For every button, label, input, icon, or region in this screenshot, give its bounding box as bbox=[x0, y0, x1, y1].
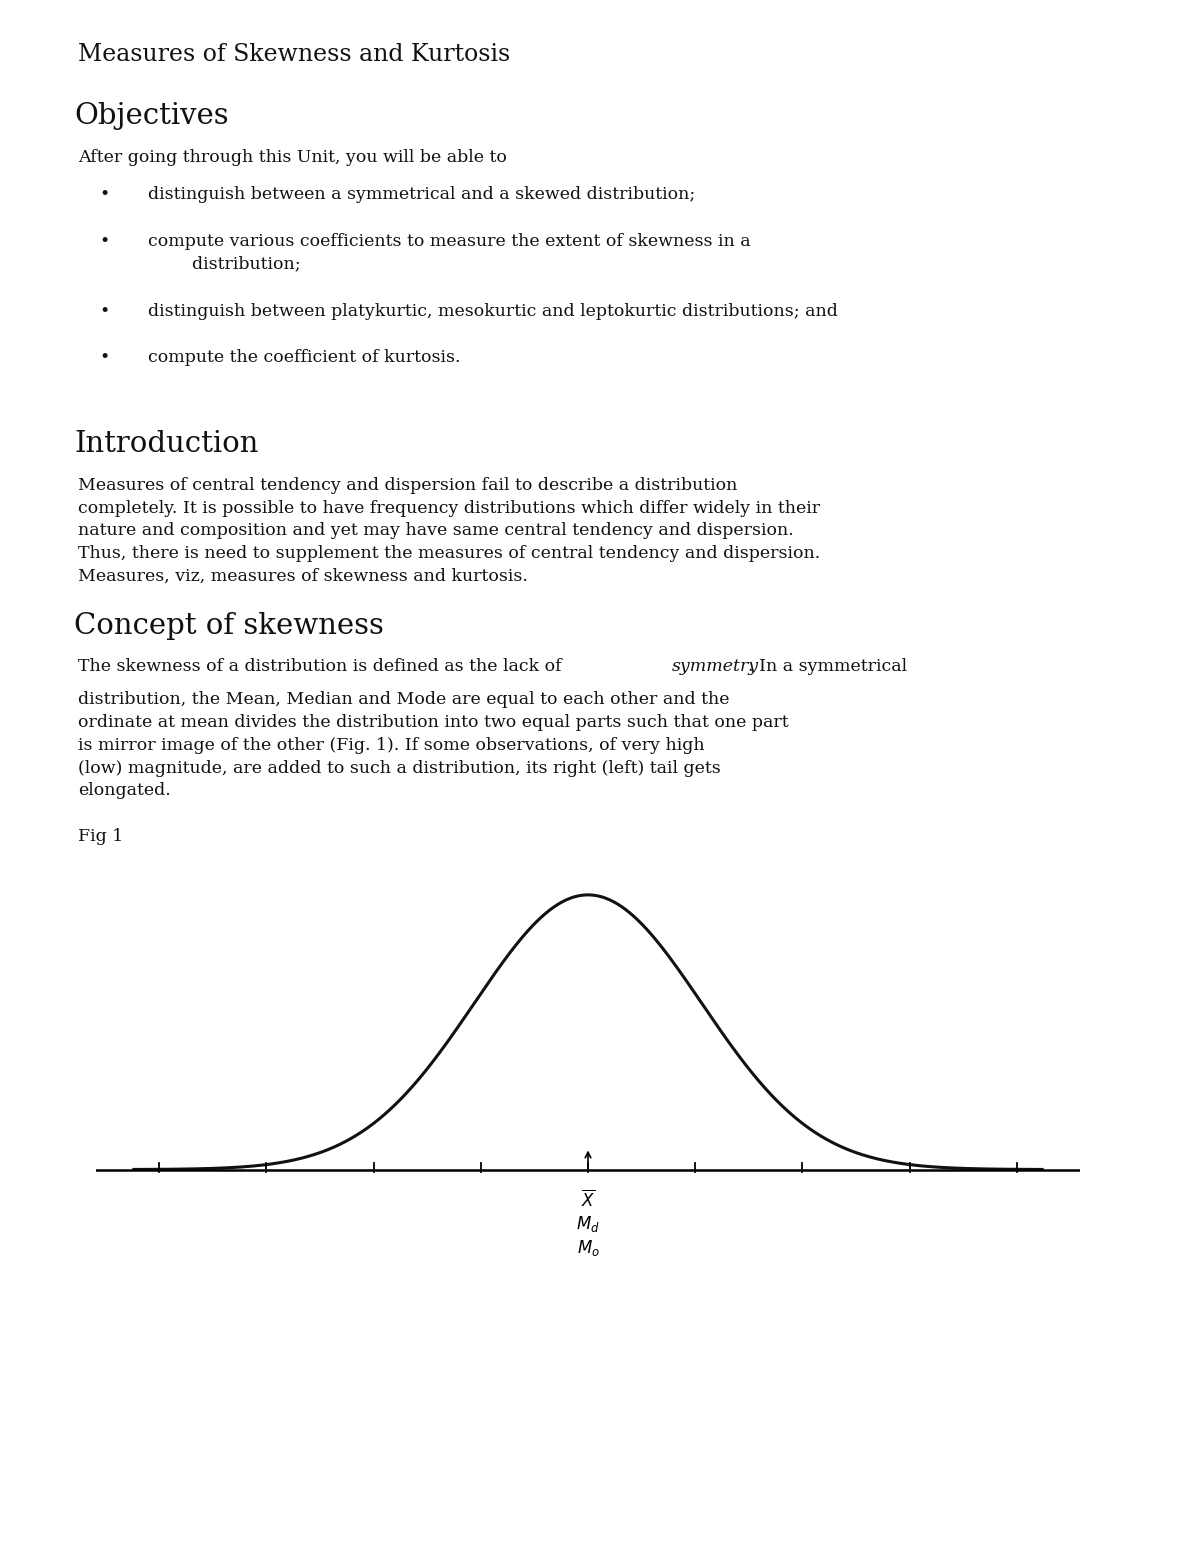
Text: distinguish between a symmetrical and a skewed distribution;: distinguish between a symmetrical and a … bbox=[148, 186, 695, 203]
Text: The skewness of a distribution is defined as the lack of: The skewness of a distribution is define… bbox=[78, 658, 568, 676]
Text: Concept of skewness: Concept of skewness bbox=[74, 612, 384, 640]
Text: $\overline{X}$: $\overline{X}$ bbox=[581, 1188, 595, 1210]
Text: symmetry: symmetry bbox=[672, 658, 758, 676]
Text: •: • bbox=[100, 233, 110, 250]
Text: $M_o$: $M_o$ bbox=[576, 1238, 600, 1258]
Text: After going through this Unit, you will be able to: After going through this Unit, you will … bbox=[78, 149, 506, 166]
Text: . In a symmetrical: . In a symmetrical bbox=[749, 658, 907, 676]
Text: distinguish between platykurtic, mesokurtic and leptokurtic distributions; and: distinguish between platykurtic, mesokur… bbox=[148, 303, 838, 320]
Text: Objectives: Objectives bbox=[74, 102, 229, 130]
Text: •: • bbox=[100, 186, 110, 203]
Text: distribution, the Mean, Median and Mode are equal to each other and the
ordinate: distribution, the Mean, Median and Mode … bbox=[78, 691, 788, 800]
Text: Fig 1: Fig 1 bbox=[78, 828, 124, 845]
Text: Measures of Skewness and Kurtosis: Measures of Skewness and Kurtosis bbox=[78, 43, 510, 67]
Text: compute various coefficients to measure the extent of skewness in a
        dist: compute various coefficients to measure … bbox=[148, 233, 750, 272]
Text: Measures of central tendency and dispersion fail to describe a distribution
comp: Measures of central tendency and dispers… bbox=[78, 477, 821, 585]
Text: Introduction: Introduction bbox=[74, 430, 259, 458]
Text: compute the coefficient of kurtosis.: compute the coefficient of kurtosis. bbox=[148, 349, 460, 367]
Text: $M_d$: $M_d$ bbox=[576, 1213, 600, 1233]
Text: •: • bbox=[100, 349, 110, 367]
Text: •: • bbox=[100, 303, 110, 320]
